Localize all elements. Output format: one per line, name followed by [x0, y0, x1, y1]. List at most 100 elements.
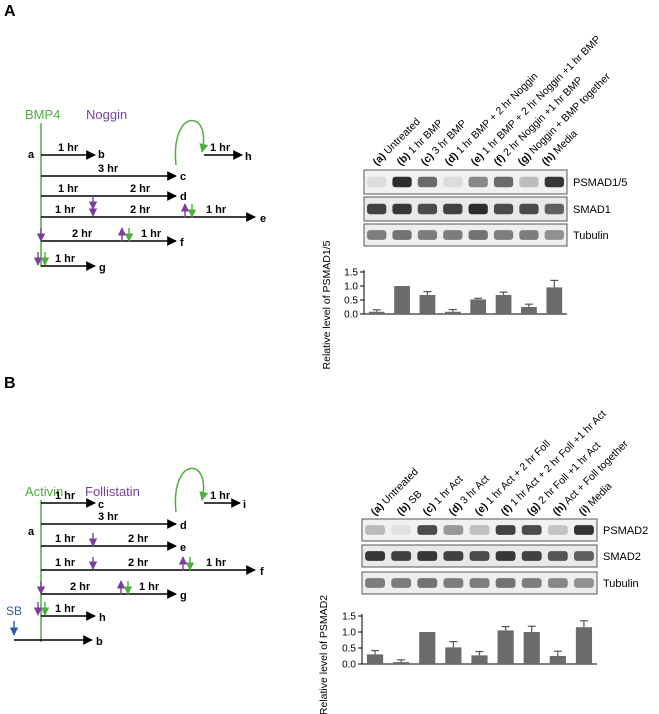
y-tick-label: 0.0	[344, 310, 358, 321]
media-transfer-arrow	[174, 467, 209, 513]
dur-d: 3 hr	[98, 511, 119, 523]
point-f: f	[260, 566, 264, 578]
bar	[497, 630, 514, 664]
blot-band	[547, 578, 568, 588]
blot-band	[443, 551, 464, 561]
blot-label-tubulin: Tubulin	[573, 230, 609, 242]
point-e: e	[260, 213, 266, 225]
point-b: b	[98, 149, 105, 161]
blot-band	[547, 525, 568, 535]
blot-band-tubulin	[363, 223, 568, 247]
blot-band	[493, 176, 514, 188]
blot-band	[544, 203, 564, 215]
dur-f2: 2 hr	[128, 557, 149, 569]
y-axis-label: Relative level of PSMAD1/5	[321, 240, 333, 369]
bar	[521, 307, 537, 314]
blot-band	[519, 230, 539, 240]
blot-band	[521, 551, 542, 561]
blot-band	[417, 176, 438, 188]
point-g: g	[180, 590, 187, 602]
point-d: d	[180, 520, 187, 532]
dur-h: 1 hr	[55, 603, 76, 615]
blot-band	[574, 525, 594, 535]
blot-band	[391, 551, 412, 561]
blot-band	[443, 176, 463, 188]
point-c: c	[98, 499, 104, 511]
blot-label-psmad2: PSMAD2	[603, 525, 648, 537]
y-tick-label: 0.0	[342, 660, 356, 671]
agent-bmp4: BMP4	[25, 107, 60, 122]
dur-f3: 1 hr	[206, 557, 227, 569]
dur-e3: 1 hr	[206, 204, 227, 216]
point-c: c	[180, 171, 186, 183]
blot-band	[495, 525, 516, 535]
point-f: f	[180, 237, 184, 249]
bar	[495, 294, 512, 314]
y-tick-label: 1.5	[342, 612, 356, 623]
panel-b-letter: B	[4, 375, 16, 392]
blot-band	[469, 551, 490, 561]
agent-sb: SB	[6, 604, 22, 618]
dur-e1: 1 hr	[55, 204, 76, 216]
blot-label-psmad15: PSMAD1/5	[573, 177, 627, 189]
dur-g2: 1 hr	[139, 581, 160, 593]
y-tick-label: 0.5	[344, 296, 358, 307]
blot-band	[367, 176, 387, 188]
panel-b-bar-chart: 0.0 0.5 1.0 1.5 Relative level of PSMAD2	[318, 595, 597, 714]
blot-label-smad1: SMAD1	[573, 204, 611, 216]
dur-e2: 2 hr	[130, 204, 151, 216]
dur-f1: 2 hr	[72, 228, 93, 240]
y-tick-label: 1.0	[342, 628, 356, 639]
y-tick-label: 0.5	[342, 644, 356, 655]
blot-band	[365, 525, 385, 535]
panel-a-western-blot: PSMAD1/5 SMAD1 Tubulin	[363, 169, 627, 247]
blot-band	[392, 176, 412, 188]
blot-band	[469, 525, 490, 535]
blot-band	[417, 551, 438, 561]
blot-band	[417, 578, 438, 588]
blot-band	[391, 578, 412, 588]
y-axis-label: Relative level of PSMAD2	[318, 595, 330, 714]
bar	[470, 299, 487, 314]
blot-band	[547, 551, 568, 561]
dur-i: 1 hr	[210, 490, 231, 502]
blot-band	[521, 525, 542, 535]
dur-d2: 2 hr	[130, 183, 151, 195]
panel-a-bar-chart: 0.0 0.5 1.0 1.5 Relative level of PSMAD1/5	[321, 240, 567, 369]
dur-g: 1 hr	[55, 253, 76, 265]
point-b: b	[96, 636, 103, 648]
blot-band	[365, 578, 385, 588]
blot-band	[519, 176, 539, 188]
blot-band	[521, 578, 542, 588]
blot-band	[544, 176, 564, 188]
y-tick-label: 1.0	[344, 282, 358, 293]
blot-band	[443, 230, 463, 240]
agent-activin: Activin	[25, 484, 63, 499]
bar	[368, 311, 385, 314]
blot-band	[392, 230, 412, 240]
point-g: g	[99, 262, 106, 274]
panel-b-timeline: Activin Follistatin a 1 hr c 3 hr d 1 hr…	[6, 467, 264, 648]
dur-c: 3 hr	[98, 163, 119, 175]
blot-band	[417, 230, 438, 240]
dur-e1: 1 hr	[55, 533, 76, 545]
blot-band	[367, 230, 387, 240]
dur-c: 1 hr	[55, 490, 76, 502]
media-transfer-arrow	[174, 119, 209, 166]
point-e: e	[180, 542, 186, 554]
point-i: i	[243, 499, 246, 511]
blot-band	[417, 525, 438, 535]
bar	[523, 632, 540, 664]
dur-f2: 1 hr	[141, 228, 162, 240]
point-h: h	[99, 612, 106, 624]
bar	[394, 286, 410, 314]
bar	[366, 654, 384, 664]
bar	[575, 627, 593, 664]
bar	[546, 287, 563, 314]
blot-band	[468, 230, 488, 240]
dur-f1: 1 hr	[55, 557, 76, 569]
bar	[444, 311, 461, 314]
panel-a-lane-labels: (a) Untreated (b) 1 hr BMP (c) 3 hr BMP …	[371, 33, 614, 168]
point-h: h	[245, 151, 252, 163]
point-d: d	[180, 191, 187, 203]
